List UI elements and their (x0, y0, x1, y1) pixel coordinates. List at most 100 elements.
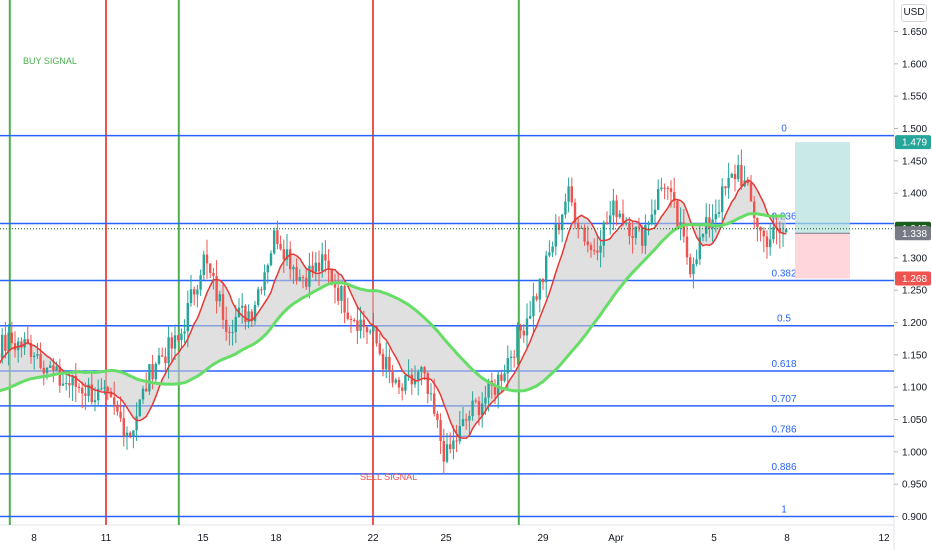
candle-body (391, 370, 394, 383)
candle-body (359, 319, 362, 331)
sell-signal-label: SELL SIGNAL (360, 472, 417, 482)
candle-body (493, 385, 497, 395)
x-tick-label: 5 (711, 533, 717, 544)
candle-body (17, 341, 20, 351)
candle-body (103, 387, 106, 389)
candle-body (202, 254, 205, 276)
candle-body (68, 383, 71, 386)
candle-body (308, 265, 311, 287)
candle-body (481, 403, 484, 416)
candle-body (577, 222, 580, 229)
y-tick-label: 1.500 (902, 124, 927, 135)
candle-body (285, 249, 289, 260)
candle-body (423, 367, 426, 374)
candle-body (708, 217, 711, 229)
candle-body (273, 230, 276, 254)
y-tick-label: 1.100 (902, 383, 927, 394)
candle-body (199, 275, 202, 290)
candle-body (218, 294, 221, 302)
candle-body (279, 243, 282, 250)
candle-body (263, 272, 266, 291)
candle-body (375, 325, 378, 344)
candle-body (669, 188, 673, 193)
candle-body (180, 333, 183, 341)
price-badge-label: 1.338 (902, 229, 927, 240)
candle-body (599, 245, 602, 253)
candle-body (119, 411, 122, 419)
candle-body (506, 358, 509, 374)
candle-body (497, 374, 500, 395)
candle-body (247, 311, 250, 323)
candle-body (148, 364, 151, 392)
candle-body (116, 404, 119, 412)
candle-body (660, 187, 663, 190)
candle-body (161, 355, 164, 357)
candle-body (151, 364, 154, 380)
candle-body (221, 294, 225, 320)
candle-body (721, 186, 724, 213)
candle-body (81, 387, 84, 394)
x-tick-label: Apr (608, 533, 624, 544)
candle-body (20, 341, 23, 348)
candle-body (529, 316, 532, 319)
candle-body (65, 383, 68, 385)
candle-body (516, 326, 519, 358)
candle-body (205, 254, 209, 264)
candle-body (71, 375, 74, 386)
candle-body (426, 373, 429, 394)
candle-body (513, 356, 516, 358)
candle-body (641, 227, 644, 246)
y-tick-label: 1.150 (902, 350, 927, 361)
candle-body (666, 187, 669, 189)
candle-body (209, 263, 212, 273)
candle-body (737, 165, 740, 180)
candle-body (23, 339, 26, 348)
candle-body (564, 201, 567, 215)
candle-body (228, 331, 231, 333)
candle-body (417, 371, 420, 380)
candle-body (266, 265, 269, 273)
candle-body (605, 222, 609, 224)
candle-body (653, 209, 657, 215)
candle-body (589, 245, 593, 251)
candle-body (759, 227, 762, 231)
candle-body (657, 189, 660, 210)
candle-body (212, 272, 215, 277)
candle-body (321, 254, 324, 272)
candle-body (125, 432, 129, 437)
candle-body (138, 399, 141, 417)
candle-body (503, 373, 506, 381)
y-tick-label: 1.550 (902, 92, 927, 103)
candle-body (401, 387, 404, 391)
x-tick-label: 25 (440, 533, 452, 544)
candle-body (234, 317, 237, 333)
candle-body (324, 254, 327, 261)
candle-body (33, 355, 36, 357)
candle-body (484, 397, 487, 404)
candle-body (177, 335, 180, 341)
candle-body (551, 246, 554, 253)
currency-label[interactable]: USD (901, 4, 927, 22)
candle-body (122, 418, 125, 437)
candle-body (346, 312, 349, 319)
candle-body (170, 337, 173, 349)
candle-body (509, 356, 513, 359)
y-tick-label: 1.600 (902, 59, 927, 70)
price-badge-label: 1.479 (902, 138, 927, 149)
candle-body (388, 356, 391, 371)
y-tick-label: 1.200 (902, 318, 927, 329)
candle-body (455, 440, 458, 442)
candle-body (26, 339, 29, 343)
candle-body (615, 200, 618, 218)
candle-body (129, 432, 132, 437)
candle-body (442, 441, 445, 462)
candle-body (225, 319, 228, 332)
fib-level-label: 1 (781, 505, 787, 516)
candle-body (407, 374, 410, 376)
candle-body (500, 374, 503, 381)
candle-body (4, 334, 7, 352)
candle-body (113, 397, 116, 405)
candle-body (740, 165, 743, 187)
